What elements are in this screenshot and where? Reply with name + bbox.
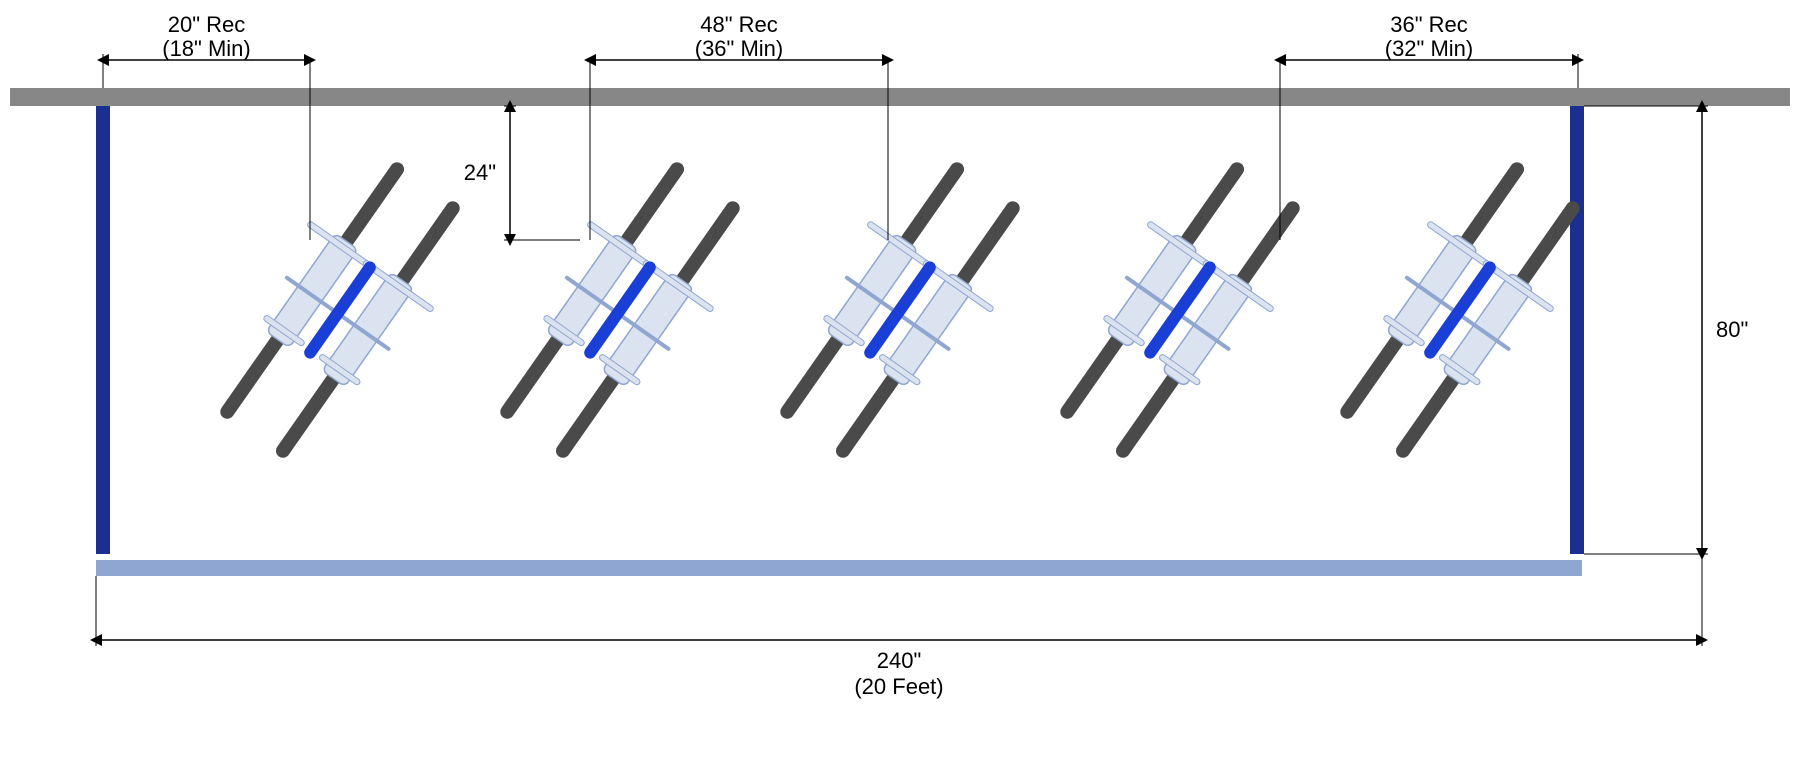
bike-rack-unit xyxy=(1029,139,1331,480)
svg-text:(36" Min): (36" Min) xyxy=(695,36,784,61)
bike-corral-spacing-diagram: 20" Rec(18" Min)48" Rec(36" Min)36" Rec(… xyxy=(0,0,1800,768)
bike-rack-unit xyxy=(749,139,1051,480)
bollard-left xyxy=(96,106,110,554)
curb xyxy=(96,560,1582,576)
back-wall xyxy=(10,88,1790,106)
bike-rack-unit xyxy=(1309,139,1611,480)
svg-text:48" Rec: 48" Rec xyxy=(700,12,778,37)
svg-text:(18" Min): (18" Min) xyxy=(162,36,251,61)
dim-wall-to-rack-end xyxy=(504,106,516,240)
bike-rack-unit xyxy=(189,139,491,480)
svg-text:80": 80" xyxy=(1716,317,1748,342)
svg-text:(20 Feet): (20 Feet) xyxy=(854,674,943,699)
svg-text:(32" Min): (32" Min) xyxy=(1385,36,1474,61)
svg-text:24": 24" xyxy=(464,160,496,185)
dim-corral-depth xyxy=(1696,106,1708,554)
svg-text:240": 240" xyxy=(877,648,922,673)
svg-text:20" Rec: 20" Rec xyxy=(168,12,246,37)
bike-rack-unit xyxy=(469,139,771,480)
svg-text:36" Rec: 36" Rec xyxy=(1390,12,1468,37)
diagram-svg: 20" Rec(18" Min)48" Rec(36" Min)36" Rec(… xyxy=(0,0,1800,768)
bollard-right xyxy=(1570,106,1584,554)
